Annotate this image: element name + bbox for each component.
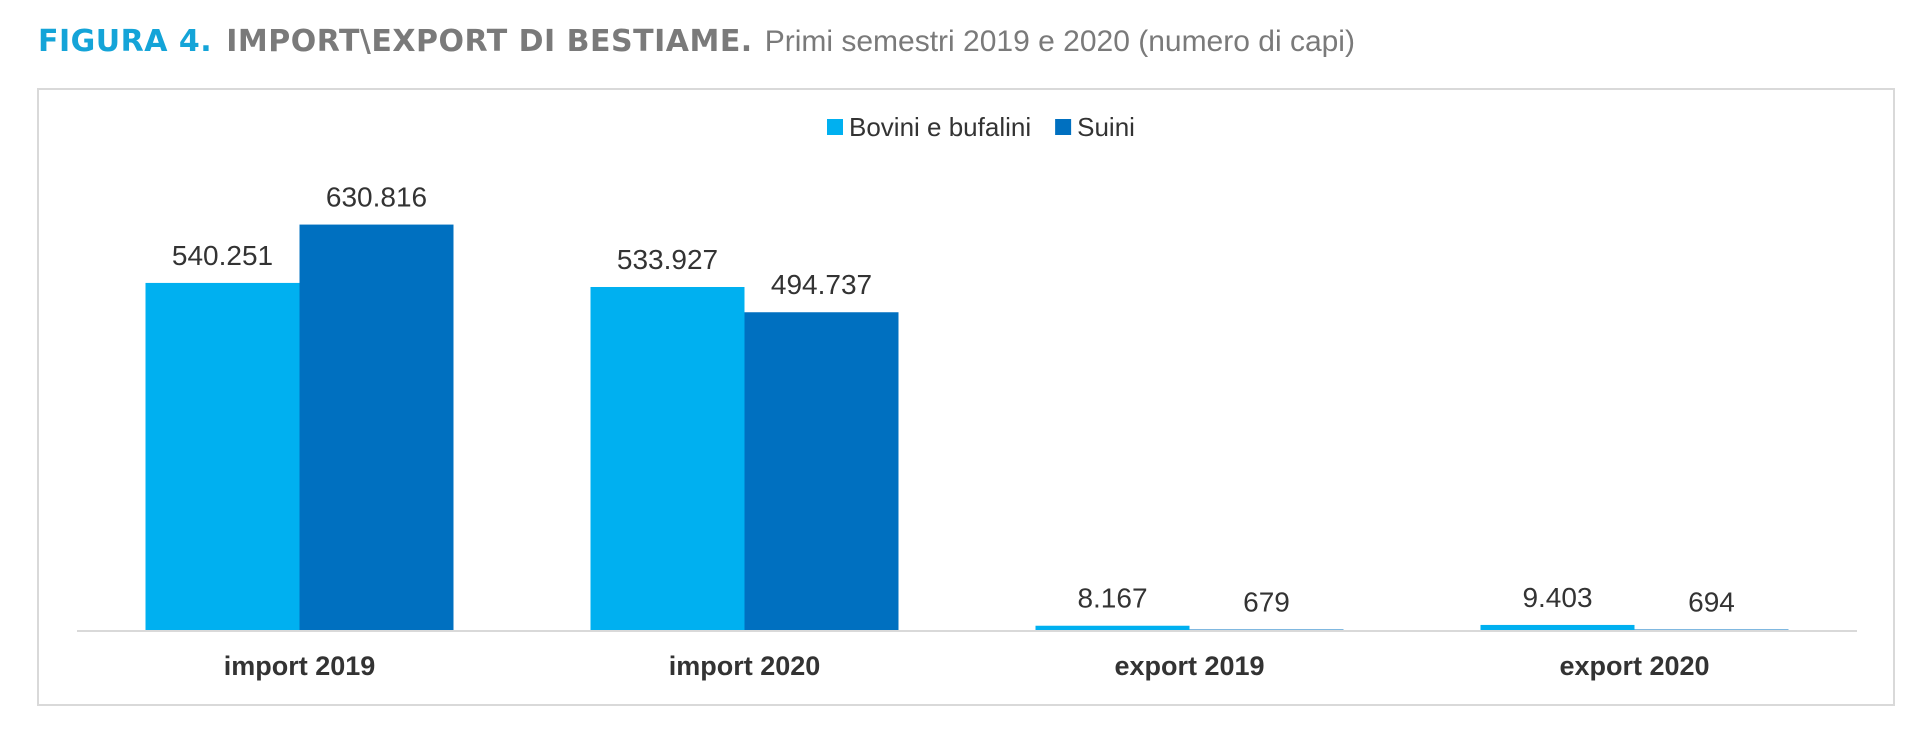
bar-bovini-import-2020 <box>590 286 745 631</box>
legend-label: Suini <box>1077 112 1135 142</box>
legend-swatch <box>1055 119 1072 135</box>
category-label: export 2019 <box>1114 651 1264 681</box>
chart-legend: Bovini e bufalini Suini <box>827 112 1135 142</box>
data-label: 694 <box>1688 587 1735 618</box>
data-label: 494.737 <box>771 269 872 300</box>
figure-title: IMPORT\EXPORT DI BESTIAME. <box>226 24 753 59</box>
category-label: export 2020 <box>1559 651 1709 681</box>
bar-suini-import-2019 <box>299 224 454 631</box>
bar-suini-import-2020 <box>744 312 899 631</box>
data-label: 679 <box>1243 587 1290 618</box>
category-label: import 2020 <box>669 651 821 681</box>
data-label: 9.403 <box>1522 582 1592 613</box>
bar-bovini-import-2019 <box>145 282 300 631</box>
category-label: import 2019 <box>224 651 376 681</box>
data-label: 533.927 <box>617 244 718 275</box>
data-label: 630.816 <box>326 182 427 213</box>
category-labels: import 2019 import 2020 export 2019 export … <box>224 651 1710 681</box>
data-label: 540.251 <box>172 240 273 271</box>
bar-bovini-export-2019 <box>1035 625 1190 631</box>
figure-subtitle: Primi semestri 2019 e 2020 (numero di ca… <box>764 25 1355 58</box>
data-label: 8.167 <box>1077 583 1147 614</box>
legend-label: Bovini e bufalini <box>849 112 1031 142</box>
legend-swatch <box>827 119 843 135</box>
chart-bars: 540.251 630.816 533.927 494.737 8.167 679 9.40… <box>145 182 1789 631</box>
figure-label: FIGURA 4. <box>38 24 213 59</box>
figure-title-row: FIGURA 4. IMPORT\EXPORT DI BESTIAME. Pri… <box>38 24 1355 64</box>
bar-bovini-export-2020 <box>1480 624 1635 631</box>
